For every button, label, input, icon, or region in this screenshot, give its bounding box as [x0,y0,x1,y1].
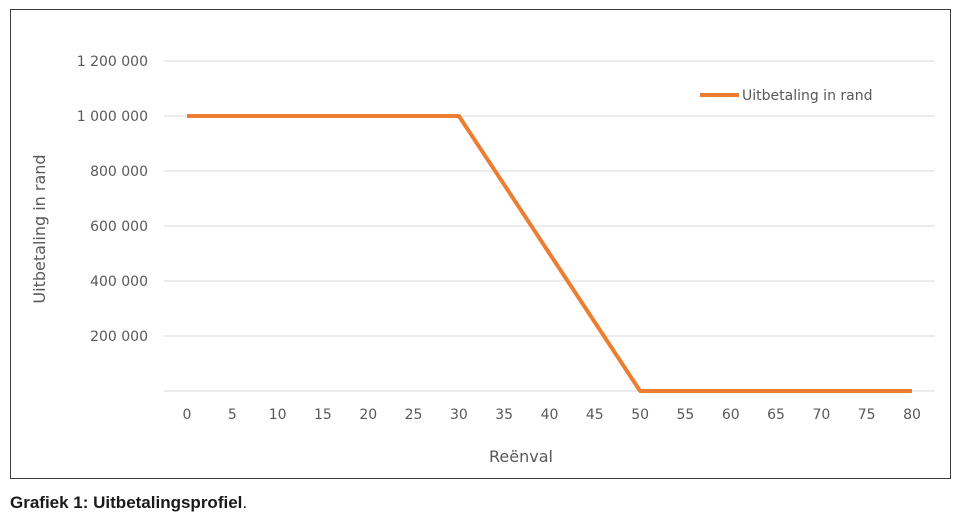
y-tick-label: 400 000 [90,274,148,290]
x-tick-label: 15 [314,407,332,423]
y-tick-label: 800 000 [90,164,148,180]
x-tick-label: 60 [722,407,740,423]
y-axis-tick-labels: 200 000 400 000 600 000 800 000 1 000 000 1 2… [77,54,148,345]
legend: Uitbetaling in rand [700,88,873,104]
x-tick-label: 50 [631,407,649,423]
x-axis-tick-labels: 0 5 10 15 20 25 30 35 40 45 50 55 60 65 70 75 80 [183,407,921,423]
caption-suffix: . [242,493,248,512]
x-tick-label: 10 [269,407,287,423]
series-layer [187,114,912,393]
x-tick-label: 0 [183,407,192,423]
x-tick-label: 80 [903,407,921,423]
series-line [187,114,912,393]
x-tick-label: 65 [767,407,785,423]
x-tick-label: 35 [495,407,513,423]
x-tick-label: 5 [228,407,237,423]
y-tick-label: 1 000 000 [77,109,148,125]
caption-title: Grafiek 1: Uitbetalingsprofiel [10,493,243,512]
legend-label: Uitbetaling in rand [742,88,873,104]
x-tick-label: 25 [405,407,423,423]
x-tick-label: 45 [586,407,604,423]
y-axis-title: Uitbetaling in rand [30,154,49,303]
x-tick-label: 40 [541,407,559,423]
chart-frame [10,9,951,479]
x-tick-label: 70 [812,407,830,423]
y-tick-label: 600 000 [90,219,148,235]
x-tick-label: 55 [677,407,695,423]
y-tick-label: 1 200 000 [77,54,148,70]
figure-caption: Grafiek 1: Uitbetalingsprofiel. [10,493,247,513]
x-tick-label: 20 [359,407,377,423]
x-tick-label: 30 [450,407,468,423]
y-tick-label: 200 000 [90,329,148,345]
x-axis-title: Reënval [489,447,553,466]
grid-lines [164,60,935,392]
line-chart: 200 000 400 000 600 000 800 000 1 000 000 1 2… [30,54,935,466]
x-tick-label: 75 [858,407,876,423]
